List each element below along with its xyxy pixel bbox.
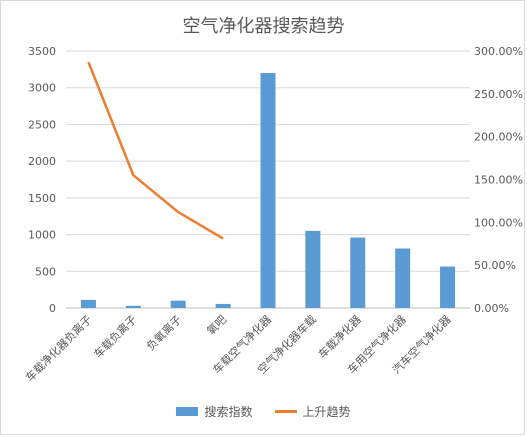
- left-tick-label: 2500: [28, 118, 56, 131]
- category-label: 车载净化器: [315, 312, 364, 361]
- bar: [395, 248, 411, 308]
- chart-title: 空气净化器搜索趋势: [182, 16, 345, 37]
- legend-item-rising-trend[interactable]: 上升趋势: [274, 403, 351, 420]
- right-tick-label: 300.00%: [474, 45, 523, 58]
- right-tick-label: 250.00%: [474, 88, 523, 101]
- category-label: 负氧离子: [143, 312, 184, 353]
- legend-swatch-line: [274, 410, 297, 413]
- bar: [80, 299, 96, 308]
- left-tick-label: 2000: [28, 155, 56, 168]
- right-tick-label: 200.00%: [474, 131, 523, 144]
- legend-label-search-index: 搜索指数: [204, 405, 253, 419]
- right-tick-label: 50.00%: [474, 259, 516, 272]
- chart-legend: 搜索指数 上升趋势: [0, 403, 527, 420]
- bar: [440, 266, 456, 308]
- legend-swatch-bar: [176, 407, 199, 416]
- bar: [260, 73, 276, 309]
- bar: [215, 303, 231, 308]
- left-tick-label: 3000: [28, 82, 56, 95]
- right-tick-label: 100.00%: [474, 216, 523, 229]
- left-tick-label: 3500: [28, 45, 56, 58]
- legend-label-rising-trend: 上升趋势: [302, 405, 351, 419]
- trend-line: [87, 61, 224, 240]
- left-tick-label: 500: [35, 265, 56, 278]
- left-tick-label: 1000: [28, 229, 56, 242]
- bar: [305, 230, 321, 308]
- category-label: 氧吧: [204, 312, 229, 337]
- bar: [350, 237, 366, 308]
- category-label: 车载净化器负离子: [22, 312, 94, 384]
- right-tick-label: 0.00%: [474, 302, 509, 315]
- left-tick-label: 1500: [28, 192, 56, 205]
- bar: [125, 305, 141, 308]
- left-tick-label: 0: [49, 302, 56, 315]
- bar: [170, 300, 186, 308]
- right-tick-label: 150.00%: [474, 174, 523, 187]
- category-label: 车载负离子: [91, 312, 140, 361]
- legend-item-search-index[interactable]: 搜索指数: [176, 403, 253, 420]
